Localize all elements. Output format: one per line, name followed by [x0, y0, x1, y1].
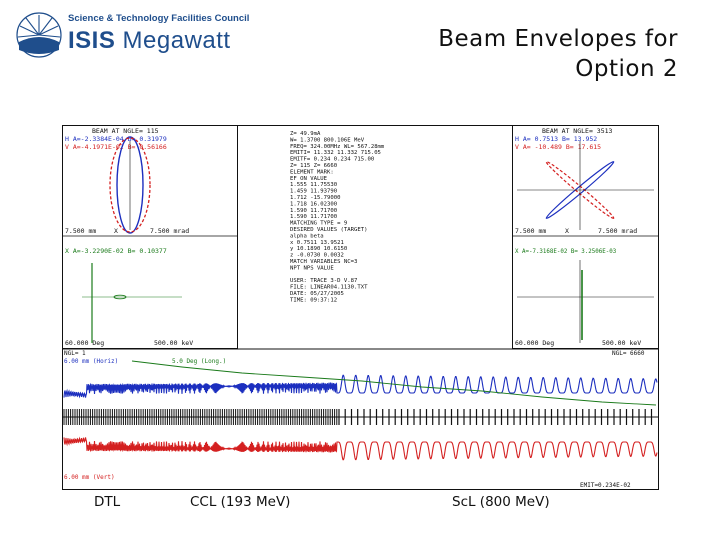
- left-v-line: V A=-4.1971E-02 B= 0.56166: [65, 143, 167, 151]
- left-energy-right: 500.00 keV: [154, 339, 193, 347]
- right-energy-right: 500.00 keV: [602, 339, 641, 347]
- center-info-line: USER: TRACE 3-D V.87: [290, 278, 357, 284]
- isis-megawatt-logo: [14, 10, 234, 64]
- logo-product: Megawatt: [122, 27, 231, 54]
- right-scale-x: X: [565, 227, 569, 235]
- slide-title-line2: Option 2: [575, 56, 678, 82]
- center-info-line: DATE: 05/27/2005: [290, 291, 344, 297]
- center-info-line: 1.590 11.71700: [290, 214, 337, 220]
- center-info-line: x 0.7511 13.9521: [290, 240, 344, 246]
- right-header: BEAM AT NGLE= 3513: [542, 127, 613, 135]
- strip-top-right: NGL= 6660: [612, 350, 645, 357]
- left-horizontal-ellipse: [116, 136, 144, 234]
- center-info-line: FILE: LINEAR04.1130.TXT: [290, 285, 368, 291]
- center-info-line: 1.459 11.93790: [290, 189, 337, 195]
- center-info-line: NPT NPS VALUE: [290, 265, 334, 271]
- center-info-line: Z= 115 Z= 6660: [290, 163, 337, 169]
- left-header: BEAM AT NGLE= 115: [92, 127, 159, 135]
- logo-name: ISIS: [68, 27, 116, 54]
- beamline-elements: [63, 409, 653, 425]
- center-info-line: 1.590 11.71700: [290, 208, 337, 214]
- center-info-line: ELEMENT MARK:: [290, 169, 334, 175]
- center-info-line: EMITI= 11.332 11.332 715.05: [290, 150, 381, 156]
- left-scale-left: 7.500 mm: [65, 227, 96, 235]
- logo-emblem-icon: [16, 12, 62, 58]
- center-info-line: DESIRED VALUES (TARGET): [290, 227, 367, 233]
- center-info-line: 1.555 11.75530: [290, 182, 337, 188]
- right-scale-right: 7.500 mrad: [598, 227, 637, 235]
- strip-label-long: 5.0 Deg (Long.): [172, 358, 226, 365]
- center-info-line: MATCHING TYPE = 9: [290, 221, 347, 227]
- center-info-line: alpha beta: [290, 233, 324, 239]
- center-info-line: MATCH VARIABLES NC=3: [290, 259, 357, 265]
- logo-org-text: Science & Technology Facilities Council: [68, 13, 250, 24]
- trace3d-plot: BEAM AT NGLE= 115 H A=-2.3384E-04 B= 0.3…: [62, 125, 659, 490]
- caption-ccl: CCL (193 MeV): [190, 494, 291, 510]
- slide-title-line1: Beam Envelopes for: [438, 26, 678, 52]
- left-energy-left: 60.000 Deg: [65, 339, 104, 347]
- center-info-line: TIME: 09:37:12: [290, 297, 337, 303]
- center-info-line: 1.712 -15.79000: [290, 195, 341, 201]
- left-x-line: X A=-3.2290E-02 B= 0.10377: [65, 247, 167, 255]
- strip-footer: EMIT=0.234E-02: [580, 482, 631, 489]
- center-info-line: 1.718 16.02300: [290, 201, 337, 207]
- right-x-line: X A=-7.3168E-02 B= 3.2506E-03: [515, 249, 617, 255]
- right-v-line: V A= -10.489 B= 17.615: [515, 143, 601, 151]
- right-h-line: H A= 0.7513 B= 13.952: [515, 135, 597, 143]
- left-scale-right: 7.500 mrad: [150, 227, 189, 235]
- right-vertical-ellipse: [545, 161, 615, 219]
- strip-label-horiz: 6.00 mm (Horiz): [64, 358, 118, 365]
- caption-dtl: DTL: [94, 494, 121, 510]
- right-phase-panel: BEAM AT NGLE= 3513 H A= 0.7513 B= 13.952…: [512, 125, 659, 349]
- vertical-envelope: [63, 436, 658, 461]
- left-vertical-ellipse: [109, 137, 151, 233]
- slide-title: Beam Envelopes for Option 2: [378, 24, 678, 84]
- strip-top-left: NGL= 1: [64, 350, 86, 357]
- longitudinal-envelope: [131, 360, 657, 406]
- left-scale-x: X: [114, 227, 118, 235]
- strip-label-vert: 6.00 mm (Vert): [64, 474, 115, 481]
- center-info-line: EMITF= 0.234 0.234 715.00: [290, 157, 374, 163]
- center-info-line: Z= 49.9mA: [290, 131, 321, 137]
- center-info-line: FREQ= 324.00MHz WL= 567.28mm: [290, 144, 385, 150]
- caption-scl: ScL (800 MeV): [452, 494, 550, 510]
- center-info-line: W= 1.3700 800.106E MeV: [290, 137, 365, 143]
- right-energy-left: 60.000 Deg: [515, 339, 554, 347]
- logo-product-text: ISIS Megawatt: [68, 27, 231, 55]
- right-horizontal-ellipse: [545, 161, 615, 219]
- right-scale-left: 7.500 mm: [515, 227, 546, 235]
- envelope-strip: NGL= 1 NGL= 6660 6.00 mm (Horiz) 5.0 Deg…: [62, 348, 659, 489]
- center-info-line: EF ON VALUE: [290, 176, 328, 182]
- horizontal-envelope: [63, 374, 658, 399]
- center-info-line: z -0.0730 0.0032: [290, 253, 344, 259]
- left-h-line: H A=-2.3384E-04 B= 0.31979: [65, 135, 167, 143]
- center-info-line: y 10.1890 10.6150: [290, 246, 347, 252]
